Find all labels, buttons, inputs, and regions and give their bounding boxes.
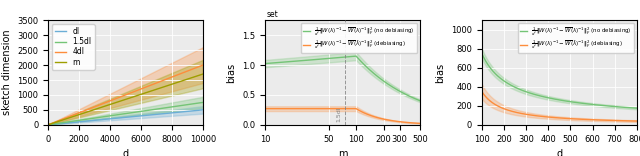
- m: [96, 107, 104, 109]
- m: [106, 103, 114, 105]
- m: [126, 97, 134, 99]
- dl: [96, 119, 104, 121]
- 1.5dl: [106, 115, 114, 117]
- Text: 1.5dl: 1.5dl: [337, 107, 341, 122]
- 4dl: [152, 82, 159, 84]
- 1.5dl: [96, 116, 104, 118]
- Text: set: set: [266, 10, 278, 19]
- 4dl: [172, 74, 180, 76]
- dl: [172, 112, 180, 113]
- 4dl: [106, 100, 114, 102]
- 1.5dl: [126, 112, 134, 114]
- Y-axis label: bias: bias: [227, 62, 237, 83]
- dl: [106, 118, 114, 120]
- m: [199, 73, 207, 75]
- 1.5dl: [172, 105, 180, 107]
- Line: dl: dl: [49, 110, 203, 125]
- 4dl: [132, 90, 140, 92]
- 1.5dl: [45, 124, 53, 126]
- Line: 4dl: 4dl: [49, 65, 203, 124]
- 4dl: [96, 104, 104, 106]
- Y-axis label: sketch dimension: sketch dimension: [1, 30, 12, 115]
- dl: [152, 114, 159, 115]
- 1.5dl: [199, 101, 207, 103]
- m: [132, 95, 140, 97]
- 4dl: [45, 123, 53, 125]
- m: [152, 89, 159, 90]
- Y-axis label: bias: bias: [436, 62, 445, 83]
- dl: [126, 116, 134, 118]
- X-axis label: d: d: [122, 149, 129, 156]
- Legend: dl, 1.5dl, 4dl, m: dl, 1.5dl, 4dl, m: [52, 24, 95, 70]
- Line: 1.5dl: 1.5dl: [49, 102, 203, 125]
- X-axis label: d: d: [556, 149, 563, 156]
- 1.5dl: [132, 111, 140, 113]
- X-axis label: m: m: [338, 149, 347, 156]
- dl: [45, 124, 53, 126]
- 1.5dl: [152, 108, 159, 110]
- m: [45, 123, 53, 125]
- 4dl: [199, 64, 207, 66]
- m: [172, 82, 180, 84]
- dl: [132, 115, 140, 117]
- 4dl: [126, 92, 134, 94]
- Line: m: m: [49, 74, 203, 124]
- Legend: $\frac{1}{d^2}\|W(\lambda)^{-1} - \overline{W}(\lambda)^{-1}\|_F^2$ (no debiasin: $\frac{1}{d^2}\|W(\lambda)^{-1} - \overl…: [518, 23, 634, 53]
- Legend: $\frac{1}{d^2}\|W(\lambda)^{-1} - \overline{W}(\lambda)^{-1}\|_F^2$ (no debiasin: $\frac{1}{d^2}\|W(\lambda)^{-1} - \overl…: [301, 23, 417, 53]
- dl: [199, 109, 207, 111]
